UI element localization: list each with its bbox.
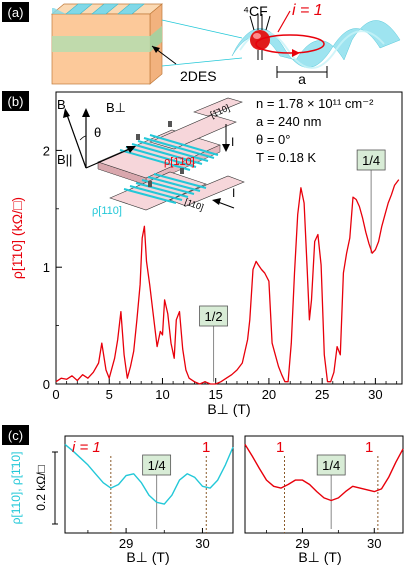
plot-b-xlabel: B⊥ (T): [207, 401, 250, 417]
inset-b-label: B: [57, 97, 66, 112]
panel-b-label: (b): [8, 94, 24, 109]
x-tick-label: 30: [195, 536, 209, 551]
cyclotron-orbit: [255, 34, 325, 54]
period-label: a: [298, 71, 306, 87]
y-tick-label: 1: [43, 260, 50, 275]
rho-1-10-line: [244, 444, 404, 502]
composite-fermion: [249, 14, 325, 60]
panel-a: (a) 2DES: [2, 2, 401, 87]
filling-i-label: i = 1: [292, 2, 323, 19]
inset-current-top: I: [231, 135, 234, 149]
x-tick-label: 5: [106, 387, 113, 402]
left-i-right-label: 1: [202, 439, 210, 456]
plot-c-ylabel-scale: 0.2 kΩ/□: [34, 465, 48, 511]
panel-c-label-box: [2, 425, 29, 445]
inset-bpar-label: B||: [57, 152, 72, 167]
modulated-potential: [231, 20, 401, 68]
x-tick-label: 0: [52, 387, 59, 402]
plot-b-ylabel: ρ[1̄10] (kΩ/□): [9, 197, 25, 279]
plot-b-ticks: 0 5 10 15 20 25 30 0 1 2: [43, 143, 398, 402]
measurement-inset: [63, 97, 245, 211]
plot-c-ylabel-rho: ρ[110], ρ[1̄10]: [9, 452, 23, 525]
callout-label: 1/4: [362, 153, 380, 168]
callout-label: 1/4: [148, 458, 166, 473]
x-tick-label: 29: [295, 536, 309, 551]
heterostructure-block: [51, 3, 163, 85]
inset-theta-label: θ: [94, 125, 101, 140]
x-tick-label: 25: [315, 387, 329, 402]
panel-a-label: (a): [8, 5, 24, 20]
callout-box: [356, 149, 386, 171]
y-tick-label: 2: [43, 143, 50, 158]
plot-c-decorations: 29 30 1/4 29 30 1/4: [87, 454, 382, 551]
panel-a-label-box: [2, 2, 29, 22]
right-i-left-label: 1: [276, 439, 284, 456]
param-angle: θ = 0°: [256, 132, 290, 147]
cf-label: ⁴CF: [243, 3, 268, 19]
param-period: a = 240 nm: [256, 114, 321, 129]
plot-c-right-frame: [244, 435, 404, 534]
x-tick-label: 10: [155, 387, 169, 402]
plot-c-right-xlabel: B⊥ (T): [298, 549, 341, 565]
x-tick-label: 29: [119, 536, 133, 551]
inset-bperp-label: B⊥: [106, 100, 126, 115]
right-i-right-label: 1: [365, 439, 373, 456]
panel-b-label-box: [2, 91, 29, 111]
plot-b-callouts: 1/2 1/4: [199, 149, 386, 382]
x-tick-label: 15: [208, 387, 222, 402]
param-temperature: T = 0.18 K: [256, 150, 316, 165]
param-density: n = 1.78 × 10¹¹ cm⁻²: [256, 96, 374, 111]
rho-110-line: [64, 443, 234, 505]
twodes-label: 2DES: [180, 68, 217, 84]
y-tick-label: 0: [43, 377, 50, 392]
panel-c-label: (c): [8, 428, 23, 443]
panel-c: (c) ρ[110], ρ[1̄10] 0.2 kΩ/□ 29 30 1/4 29 30…: [2, 425, 404, 565]
inset-rho-red-label: ρ[1̄10]: [164, 156, 195, 168]
rho-series-line: [55, 179, 400, 385]
callout-label: 1/2: [205, 309, 223, 324]
panel-b: (b) 0 5 10 15 20 25 30 0 1 2 1/2 1/4: [2, 91, 403, 417]
inset-rho-cyan-label: ρ[110]: [92, 205, 122, 217]
callout-box: [199, 305, 228, 327]
callout-label: 1/4: [322, 458, 340, 473]
left-i-label: i = 1: [72, 439, 101, 456]
plot-b-frame: [55, 91, 403, 385]
x-tick-label: 20: [262, 387, 276, 402]
callout-box: [142, 454, 172, 476]
callout-box: [316, 454, 346, 476]
x-tick-label: 30: [368, 387, 382, 402]
plot-c-left-xlabel: B⊥ (T): [126, 549, 169, 565]
inset-current-bottom: I: [232, 186, 235, 200]
x-tick-label: 30: [367, 536, 381, 551]
plot-c-left-frame: [64, 435, 234, 534]
